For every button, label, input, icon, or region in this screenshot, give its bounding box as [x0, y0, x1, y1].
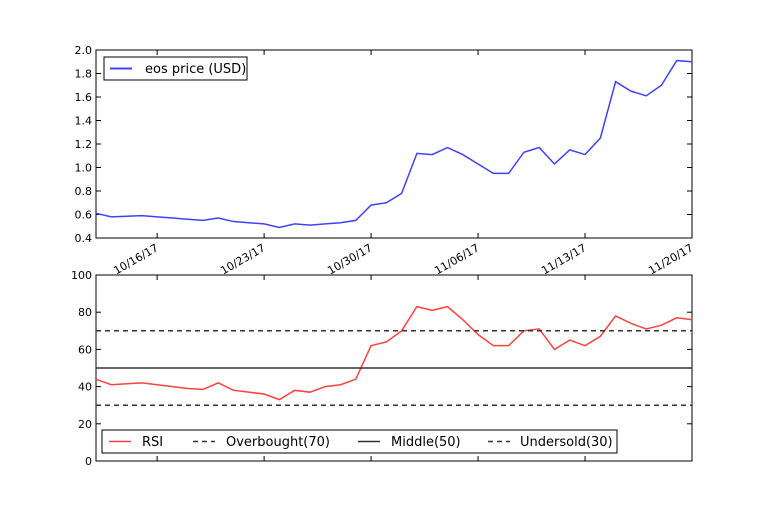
rsi-x-axis	[156, 275, 693, 461]
price-legend: eos price (USD)	[103, 56, 248, 81]
rsi-legend-label-middle: Middle(50)	[391, 435, 461, 450]
rsi-y-tick-label: 0	[85, 455, 92, 468]
price-x-tick-label: 10/23/17	[218, 241, 267, 277]
price-panel: 0.4 0.6 0.8 1.0 1.2 1.4 1.6 1.8 2.0 10/16/17 10/2…	[75, 44, 696, 277]
price-series	[95, 59, 693, 229]
rsi-y-tick-label: 40	[78, 381, 92, 394]
rsi-legend-label-overbought: Overbought(70)	[226, 435, 330, 450]
price-y-tick-label: 0.4	[75, 232, 93, 245]
rsi-series	[95, 305, 693, 406]
rsi-legend-label-undersold: Undersold(30)	[520, 435, 613, 450]
price-y-tick-label: 1.0	[75, 162, 93, 175]
price-y-tick-label: 2.0	[75, 44, 93, 57]
rsi-legend-label-rsi: RSI	[142, 435, 163, 450]
price-y-tick-label: 1.2	[75, 138, 93, 151]
price-x-tick-label: 10/30/17	[325, 241, 374, 277]
rsi-y-tick-label: 100	[71, 269, 92, 282]
price-legend-label: eos price (USD)	[145, 62, 246, 77]
price-line	[95, 59, 693, 229]
price-x-tick-label: 10/16/17	[111, 241, 160, 277]
rsi-y-tick-label: 80	[78, 306, 92, 319]
rsi-y-axis: 0 20 40 60 80 100	[71, 269, 692, 468]
price-y-axis: 0.4 0.6 0.8 1.0 1.2 1.4 1.6 1.8 2.0	[75, 44, 692, 245]
price-y-tick-label: 0.8	[75, 185, 93, 198]
price-x-tick-label: 11/06/17	[432, 241, 481, 277]
price-y-tick-label: 0.6	[75, 209, 93, 222]
price-legend-box	[103, 56, 248, 81]
rsi-line	[95, 305, 693, 401]
price-y-tick-label: 1.8	[75, 68, 93, 81]
price-y-tick-label: 1.6	[75, 91, 93, 104]
rsi-y-tick-label: 60	[78, 343, 92, 356]
rsi-y-tick-label: 20	[78, 418, 92, 431]
price-x-tick-label: 11/20/17	[646, 241, 695, 277]
rsi-legend: RSI Overbought(70) Middle(50) Undersold(…	[101, 429, 618, 454]
rsi-panel: 0 20 40 60 80 100 RSI Overbought(70) Middle(5…	[71, 269, 693, 468]
price-x-tick-label: 11/13/17	[539, 241, 588, 277]
price-plot-area	[95, 49, 693, 239]
price-y-tick-label: 1.4	[75, 115, 93, 128]
